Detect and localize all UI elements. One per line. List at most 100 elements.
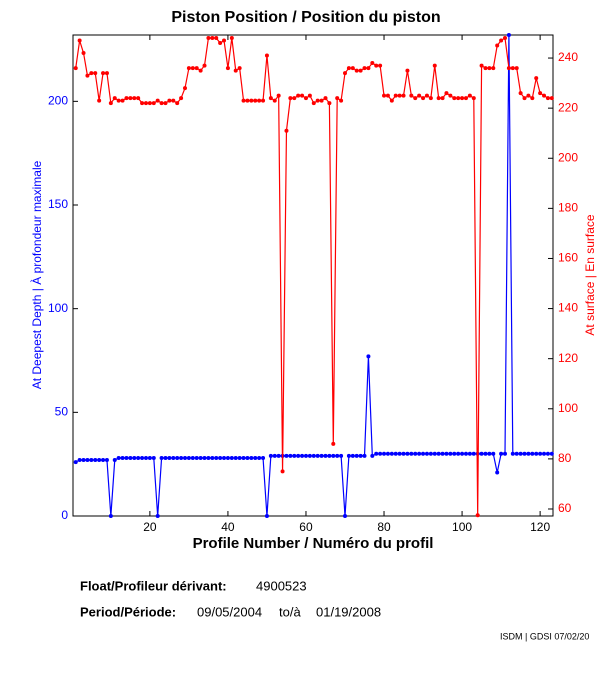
point [206, 455, 211, 460]
x-tick-label: 120 [530, 520, 550, 534]
point [237, 455, 242, 460]
point [93, 71, 98, 76]
point [261, 98, 266, 103]
point [483, 451, 488, 456]
point [389, 451, 394, 456]
point [89, 458, 94, 463]
point [124, 96, 129, 101]
point [530, 96, 535, 101]
point [85, 458, 90, 463]
float-id: 4900523 [256, 578, 307, 593]
point [354, 68, 359, 73]
point [288, 96, 293, 101]
point [366, 66, 371, 71]
point [549, 96, 554, 101]
point [327, 101, 332, 106]
point [143, 455, 148, 460]
point [362, 66, 367, 71]
point [401, 451, 406, 456]
point [397, 93, 402, 98]
point [183, 86, 187, 91]
point [343, 71, 347, 76]
y-tick-label: 150 [48, 197, 68, 211]
y2-tick-label: 160 [558, 251, 578, 265]
point [343, 514, 347, 518]
point [436, 451, 441, 456]
point [245, 98, 250, 103]
point [264, 514, 269, 518]
point [339, 98, 344, 103]
point [186, 455, 191, 460]
point [147, 101, 152, 106]
point [401, 93, 406, 98]
point [85, 73, 90, 78]
point [104, 458, 109, 463]
point [81, 51, 86, 56]
point [542, 93, 547, 98]
point [77, 38, 82, 43]
point [276, 453, 281, 458]
x-tick-label: 100 [452, 520, 472, 534]
point [499, 451, 504, 456]
point [440, 451, 445, 456]
point [382, 451, 387, 456]
point [128, 96, 133, 101]
point [503, 451, 507, 456]
point [510, 66, 515, 71]
float-label: Float/Profileur dérivant: [80, 578, 227, 593]
y2-axis-label: At surface | En surface [583, 214, 597, 335]
point [73, 460, 78, 465]
x-axis-label: Profile Number / Numéro du profil [193, 535, 434, 552]
y2-tick-label: 60 [558, 501, 572, 515]
period-to: to/à [279, 604, 301, 619]
y2-tick-label: 80 [558, 451, 572, 465]
point [409, 93, 414, 98]
point [331, 453, 336, 458]
y2-tick-label: 120 [558, 351, 578, 365]
point [424, 451, 429, 456]
point [284, 453, 289, 458]
point [249, 98, 254, 103]
point [253, 455, 258, 460]
point [491, 451, 496, 456]
point [93, 458, 98, 463]
point [545, 96, 550, 101]
point [413, 96, 418, 101]
point [374, 63, 379, 68]
point [128, 455, 133, 460]
point [424, 93, 429, 98]
point [526, 451, 531, 456]
x-tick-label: 40 [221, 520, 235, 534]
point [542, 451, 547, 456]
point [370, 453, 375, 458]
point [440, 96, 445, 101]
point [292, 453, 297, 458]
point [284, 128, 289, 133]
point [151, 455, 156, 460]
point [264, 53, 269, 58]
point [339, 453, 344, 458]
y2-tick-label: 100 [558, 401, 578, 415]
point [108, 101, 113, 106]
point [214, 455, 219, 460]
point [456, 96, 461, 101]
point [350, 453, 355, 458]
point [335, 96, 340, 101]
point [378, 63, 383, 68]
point [257, 455, 262, 460]
point [405, 451, 410, 456]
point [280, 469, 285, 474]
point [452, 96, 457, 101]
point [354, 453, 359, 458]
point [479, 451, 484, 456]
point [136, 455, 141, 460]
point [315, 98, 320, 103]
point [292, 96, 297, 101]
point [393, 93, 398, 98]
series-line [75, 36, 552, 516]
point [428, 96, 433, 101]
point [296, 453, 301, 458]
point [132, 455, 137, 460]
point [194, 455, 199, 460]
point [315, 453, 320, 458]
